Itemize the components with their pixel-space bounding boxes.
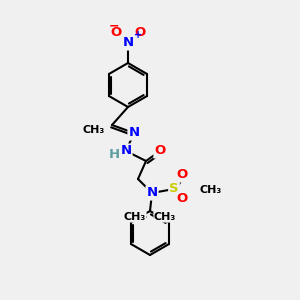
Text: CH₃: CH₃ [200,185,222,195]
Text: O: O [154,145,166,158]
Text: CH₃: CH₃ [83,125,105,135]
Text: O: O [176,193,188,206]
Text: O: O [110,26,122,40]
Text: −: − [109,19,119,32]
Text: N: N [122,37,134,50]
Text: N: N [128,127,140,140]
Text: +: + [134,30,142,40]
Text: N: N [120,145,132,158]
Text: S: S [169,182,179,196]
Text: N: N [146,187,158,200]
Text: H: H [108,148,120,161]
Text: O: O [176,169,188,182]
Text: CH₃: CH₃ [124,212,146,222]
Text: O: O [134,26,146,40]
Text: CH₃: CH₃ [154,212,176,222]
